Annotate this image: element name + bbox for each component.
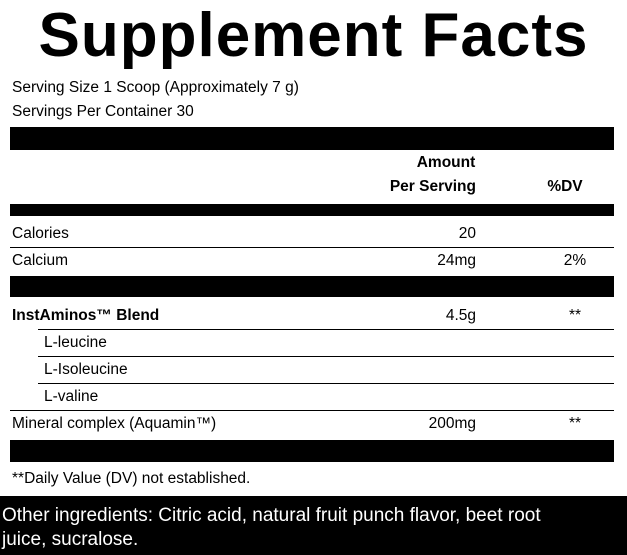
row-rule [38,356,614,357]
row-name: Calories [12,225,69,242]
thick-bar [10,440,614,462]
serving-size: Serving Size 1 Scoop (Approximately 7 g) [12,79,299,96]
row-rule [38,329,614,330]
row-name: L-valine [44,388,99,405]
row-dv: ** [568,415,582,432]
title: Supplement Facts [38,1,589,70]
row-amount: 24mg [437,252,476,269]
footnote: **Daily Value (DV) not established. [12,470,251,487]
row-dv: 2% [563,252,587,269]
row-name: L-Isoleucine [44,361,128,378]
row-amount: 4.5g [445,307,476,324]
other-ingredients: juice, sucralose. [2,529,139,550]
row-rule [38,383,614,384]
servings-per-container: Servings Per Container 30 [12,103,194,120]
thick-bar [10,204,614,216]
row-name: InstAminos™ Blend [12,307,160,324]
thick-bar [10,127,614,150]
other-ingredients: Other ingredients: Citric acid, natural … [2,505,541,526]
row-rule [10,410,614,411]
row-dv: ** [568,307,582,324]
header-dv: %DV [547,178,583,195]
row-amount: 200mg [428,415,476,432]
row-rule [10,247,614,248]
thick-bar [10,276,614,297]
header-amount: Amount [416,154,476,171]
row-name: L-leucine [44,334,107,351]
row-name: Calcium [12,252,68,269]
row-name: Mineral complex (Aquamin™) [12,415,217,432]
row-amount: 20 [458,225,476,242]
ingredients-band: Other ingredients: Citric acid, natural … [0,496,627,555]
header-per-serving: Per Serving [389,178,476,195]
